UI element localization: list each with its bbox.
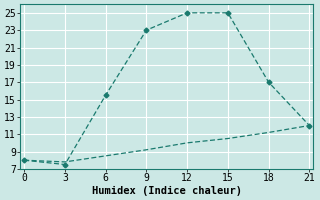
X-axis label: Humidex (Indice chaleur): Humidex (Indice chaleur) (92, 186, 242, 196)
